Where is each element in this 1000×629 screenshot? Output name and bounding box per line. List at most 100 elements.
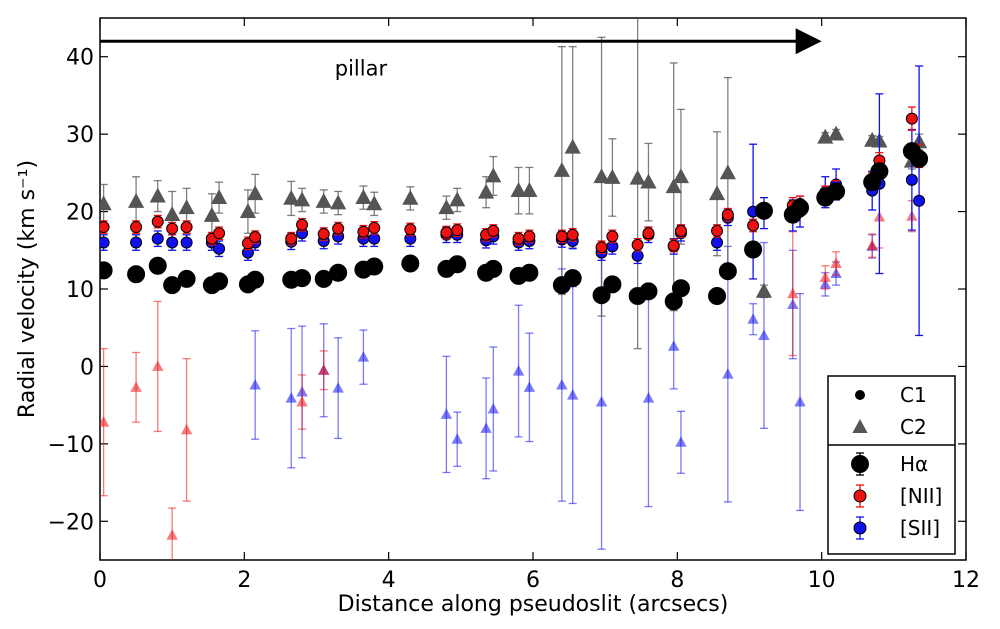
data-point xyxy=(755,282,773,298)
data-point xyxy=(100,195,112,211)
data-point xyxy=(631,249,644,262)
data-point xyxy=(368,232,381,245)
data-point xyxy=(910,149,929,168)
data-point xyxy=(451,224,464,237)
data-point xyxy=(366,195,383,211)
x-tick-label: 6 xyxy=(526,568,540,593)
data-point xyxy=(563,269,582,288)
y-tick-label: 10 xyxy=(66,278,94,303)
data-point xyxy=(451,433,463,444)
data-point xyxy=(604,169,621,184)
data-point xyxy=(130,221,143,234)
data-point xyxy=(671,279,690,298)
data-point xyxy=(708,185,726,201)
series--nii-c2 xyxy=(100,185,918,560)
data-point xyxy=(401,254,420,273)
data-point xyxy=(606,230,619,243)
data-point xyxy=(672,168,690,184)
data-point xyxy=(478,183,495,199)
data-point xyxy=(480,422,492,433)
data-point xyxy=(512,365,525,376)
data-point xyxy=(747,219,760,232)
series--nii-c1 xyxy=(100,106,926,255)
data-point xyxy=(438,199,455,215)
data-point xyxy=(130,236,143,249)
data-point xyxy=(487,224,500,237)
data-point xyxy=(711,236,724,249)
legend-label-c2: C2 xyxy=(900,415,927,439)
data-point xyxy=(631,238,644,251)
data-point xyxy=(668,340,680,351)
data-point xyxy=(151,215,164,228)
data-point xyxy=(246,270,265,289)
data-point xyxy=(523,230,536,243)
x-tick-label: 10 xyxy=(808,568,836,593)
data-point xyxy=(595,241,608,254)
data-point xyxy=(164,206,181,222)
data-point xyxy=(828,125,845,141)
data-point xyxy=(180,221,193,234)
data-point xyxy=(148,256,167,275)
data-point xyxy=(747,313,759,324)
data-point xyxy=(866,239,878,251)
series-h-c2 xyxy=(100,18,928,350)
data-point xyxy=(603,275,622,294)
data-point xyxy=(521,182,538,198)
data-point xyxy=(553,162,570,177)
pillar-annotation: pillar xyxy=(100,28,822,80)
data-point xyxy=(485,167,502,183)
x-tick-label: 2 xyxy=(237,568,251,593)
data-marks xyxy=(100,18,929,560)
data-point xyxy=(640,173,657,189)
data-point xyxy=(523,381,536,392)
data-point xyxy=(510,182,527,198)
data-point xyxy=(180,423,193,435)
data-point xyxy=(239,203,257,218)
y-tick-label: 30 xyxy=(66,123,94,148)
y-axis-label: Radial velocity (km s⁻¹) xyxy=(15,160,40,418)
data-point xyxy=(357,225,370,238)
data-point xyxy=(332,222,345,235)
data-point xyxy=(830,257,842,268)
data-point xyxy=(203,206,220,222)
data-point xyxy=(152,360,164,371)
data-point xyxy=(404,223,417,236)
data-point xyxy=(440,408,453,419)
data-point xyxy=(318,364,330,375)
data-point xyxy=(211,189,228,205)
legend-label-c1: C1 xyxy=(900,383,927,407)
data-point xyxy=(128,193,145,208)
data-point xyxy=(177,269,196,288)
data-point xyxy=(296,218,309,231)
data-point xyxy=(127,265,146,284)
data-point xyxy=(365,257,384,276)
data-point xyxy=(520,263,539,282)
y-tick-label: −20 xyxy=(48,510,94,535)
data-point xyxy=(564,138,581,154)
data-point xyxy=(357,351,370,362)
x-tick-label: 0 xyxy=(93,568,107,593)
y-tick-label: −10 xyxy=(48,433,94,458)
legend-halpha-marker xyxy=(851,455,869,473)
data-point xyxy=(355,189,372,205)
series-h-c1 xyxy=(100,142,929,311)
data-point xyxy=(448,255,467,274)
data-point xyxy=(100,221,110,234)
data-point xyxy=(100,236,110,249)
axis-ticks: 0 2 4 6 8 10 12 −20 −10 0 10 20 30 40 xyxy=(48,18,980,593)
data-point xyxy=(100,416,110,427)
data-point xyxy=(718,262,737,281)
data-point xyxy=(368,221,381,234)
data-point xyxy=(667,239,680,252)
data-point xyxy=(758,329,770,340)
data-point xyxy=(639,282,658,301)
data-point xyxy=(100,261,113,280)
data-point xyxy=(180,236,193,249)
data-point xyxy=(665,178,682,194)
pillar-arrow-head xyxy=(795,28,822,55)
legend-label-nii: [NII] xyxy=(900,484,942,508)
data-point xyxy=(787,287,799,299)
data-point xyxy=(166,236,179,249)
legend-c1-marker xyxy=(855,390,865,400)
data-point xyxy=(708,286,727,305)
